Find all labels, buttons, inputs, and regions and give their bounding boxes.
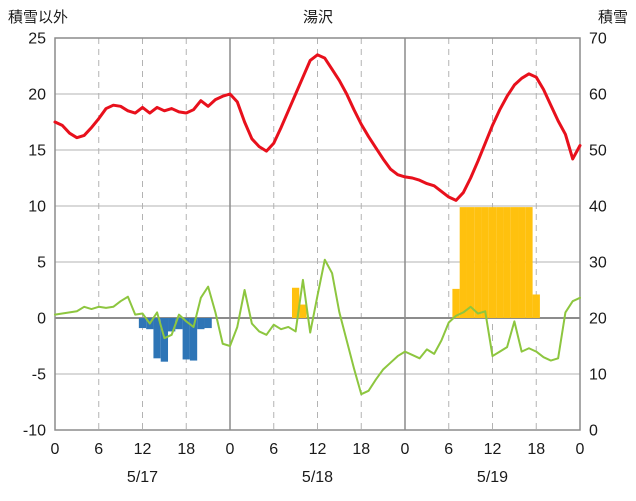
x-axis-tick-label: 18 <box>177 441 195 458</box>
left-axis-tick-label: 0 <box>37 311 46 328</box>
right-axis-tick-label: 60 <box>589 87 607 104</box>
yellow-bars-bar <box>525 207 533 318</box>
left-axis-tick-label: 15 <box>28 143 46 160</box>
right-axis-tick-label: 40 <box>589 199 607 216</box>
blue-bars-bar <box>153 318 161 359</box>
left-axis-tick-label: -10 <box>23 423 46 440</box>
left-axis-tick-label: 10 <box>28 199 46 216</box>
yellow-bars-bar <box>299 304 307 318</box>
date-label: 5/17 <box>127 469 158 486</box>
yellow-bars-bar <box>452 288 460 318</box>
right-axis-tick-label: 20 <box>589 311 607 328</box>
blue-bars-bar <box>168 318 176 332</box>
x-axis-tick-label: 6 <box>269 441 278 458</box>
red-line <box>53 53 582 202</box>
blue-bars-bar <box>189 318 198 361</box>
chart-title: 湯沢 <box>302 9 334 26</box>
right-axis-tick-label: 50 <box>589 143 607 160</box>
yellow-bars-bar <box>459 207 467 318</box>
blue-bars-bar <box>175 318 183 330</box>
yellow-bars-bar <box>496 207 504 318</box>
left-axis-tick-label: 20 <box>28 87 46 104</box>
right-axis-tick-label: 70 <box>589 31 607 48</box>
yellow-bars-bar <box>532 294 540 318</box>
blue-bars-bar <box>138 318 147 329</box>
blue-bars-bar <box>182 318 190 360</box>
x-axis-tick-label: 0 <box>401 441 410 458</box>
green-line <box>54 258 581 396</box>
left-axis-tick-label: 25 <box>28 31 46 48</box>
x-axis-tick-label: 12 <box>134 441 152 458</box>
left-axis-tick-label: 5 <box>37 255 46 272</box>
x-axis-tick-label: 0 <box>226 441 235 458</box>
right-axis-tick-label: 10 <box>589 367 607 384</box>
x-axis-tick-label: 0 <box>51 441 60 458</box>
yellow-bars-bar <box>481 207 489 318</box>
blue-bars-bar <box>197 318 205 330</box>
yellow-bars-bar <box>291 287 300 318</box>
right-axis-tick-label: 0 <box>589 423 598 440</box>
x-axis-tick-label: 18 <box>352 441 370 458</box>
date-label: 5/18 <box>302 469 333 486</box>
left-axis-tick-label: -5 <box>32 367 46 384</box>
blue-bars-bar <box>204 318 212 329</box>
right-axis-title: 積雪 <box>597 9 628 26</box>
yellow-bars-bar <box>510 207 519 318</box>
x-axis-tick-label: 12 <box>484 441 502 458</box>
x-axis-tick-label: 0 <box>576 441 585 458</box>
plot-border <box>54 37 581 431</box>
blue-bars-bar <box>160 318 169 362</box>
yellow-bars-bar <box>466 207 475 318</box>
yellow-bars-bar <box>503 207 511 318</box>
x-axis-tick-label: 18 <box>527 441 545 458</box>
yellow-bars-bar <box>488 207 497 318</box>
left-axis-title: 積雪以外 <box>8 9 69 26</box>
yellow-bars-bar <box>474 207 482 318</box>
yellow-bars-bar <box>518 207 526 318</box>
x-axis-tick-label: 12 <box>309 441 327 458</box>
x-axis-tick-label: 6 <box>444 441 453 458</box>
date-label: 5/19 <box>477 469 508 486</box>
right-axis-tick-label: 30 <box>589 255 607 272</box>
x-axis-tick-label: 6 <box>94 441 103 458</box>
